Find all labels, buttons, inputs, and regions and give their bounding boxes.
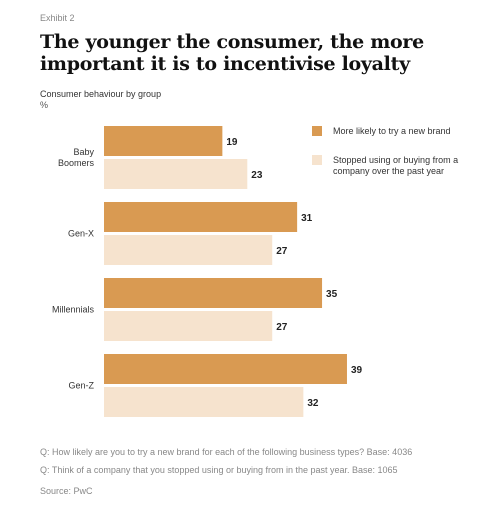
footnote-2: Q: Think of a company that you stopped u… [40,465,398,475]
category-label-gen-z: Gen-Z [68,381,94,391]
value-label-millennials-series-2: 27 [276,322,288,333]
footnote-1: Q: How likely are you to try a new brand… [40,447,413,457]
value-label-gen-z-series-1: 39 [351,365,363,376]
category-label-millennials: Millennials [52,305,95,315]
value-label-baby-boomers-series-2: 23 [251,170,263,181]
bar-millennials-series-1 [104,278,323,308]
legend-label-try-new-brand: More likely to try a new brand [333,126,451,136]
legend-swatch-try-new-brand [312,126,322,136]
bar-gen-x-series-1 [104,202,298,232]
exhibit-label: Exhibit 2 [40,13,75,23]
category-label-baby-boomers: Baby Boomers [58,147,95,168]
source-note: Source: PwC [40,486,93,496]
value-label-gen-x-series-1: 31 [301,213,313,224]
bar-gen-z-series-2 [104,387,304,417]
bar-millennials-series-2 [104,311,273,341]
value-label-gen-z-series-2: 32 [307,398,319,409]
chart-subtitle: Consumer behaviour by group [40,89,162,99]
value-label-baby-boomers-series-1: 19 [226,137,238,148]
chart-unit: % [40,100,49,110]
bar-baby-boomers-series-2 [104,159,248,189]
bar-gen-z-series-1 [104,354,347,384]
bar-baby-boomers-series-1 [104,126,223,156]
value-label-millennials-series-1: 35 [326,289,338,300]
category-label-gen-x: Gen-X [68,229,94,239]
value-label-gen-x-series-2: 27 [276,246,288,257]
legend-label-stopped-using: Stopped using or buying from a company o… [333,155,459,176]
chart-title: The younger the consumer, the more impor… [40,31,424,75]
legend-swatch-stopped-using [312,155,322,165]
bar-gen-x-series-2 [104,235,273,265]
